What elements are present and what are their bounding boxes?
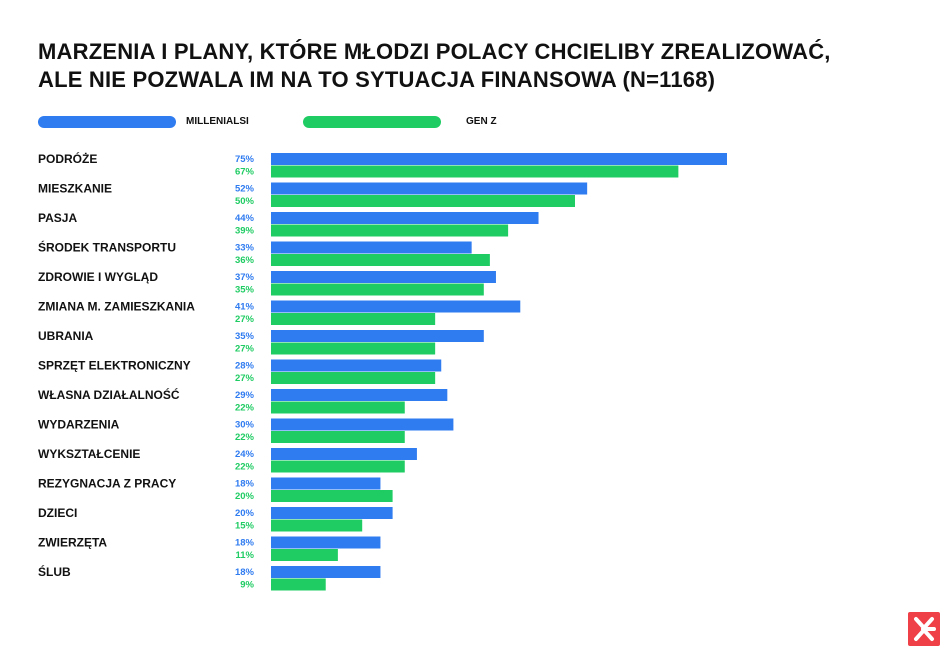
bar-genz bbox=[271, 195, 575, 207]
bar-chart: PODRÓŻE 75% 67% MIESZKANIE 52%50% PASJA 44% 39%… bbox=[38, 151, 727, 591]
category-label: REZYGNACJA Z PRACY bbox=[38, 477, 176, 491]
value-label-genz: 50% bbox=[235, 196, 255, 207]
value-label-genz: 39% bbox=[235, 226, 255, 237]
category-label: DZIECI bbox=[38, 506, 77, 520]
bar-genz bbox=[271, 283, 484, 296]
bar-genz bbox=[271, 519, 363, 532]
bar-genz bbox=[271, 342, 436, 355]
value-label-millenials: 18% bbox=[235, 479, 255, 490]
legend-swatch-millenials bbox=[38, 116, 176, 128]
bar-millenials bbox=[271, 271, 496, 283]
value-label-millenials: 20% bbox=[235, 508, 255, 519]
value-label-genz: 22% bbox=[235, 432, 255, 443]
value-label-millenials: 28% bbox=[235, 361, 255, 372]
value-label-genz: 20% bbox=[235, 491, 255, 502]
bar-millenials bbox=[271, 389, 448, 401]
legend-label-millenials: MILLENIALSI bbox=[186, 116, 249, 127]
value-label-genz: 35% bbox=[235, 285, 255, 296]
chart-title-line1: MARZENIA I PLANY, KTÓRE MŁODZI POLACY CH… bbox=[38, 39, 831, 64]
category-label: PODRÓŻE bbox=[38, 151, 97, 166]
bar-millenials bbox=[271, 536, 381, 549]
bar-genz bbox=[271, 431, 405, 443]
value-label-genz: 36% bbox=[235, 255, 255, 266]
value-label-genz: 9% bbox=[240, 580, 254, 591]
bar-genz bbox=[271, 313, 436, 325]
legend-swatch-genz bbox=[303, 116, 441, 128]
value-label-genz: 27% bbox=[235, 314, 255, 325]
value-label-millenials: 37% bbox=[235, 272, 255, 283]
category-label: ZWIERZĘTA bbox=[38, 536, 107, 550]
value-label-genz: 27% bbox=[235, 373, 255, 384]
bar-millenials bbox=[271, 507, 393, 519]
category-label: ŚRODEK TRANSPORTU bbox=[38, 240, 176, 255]
brand-logo-icon bbox=[908, 612, 940, 646]
bar-genz bbox=[271, 372, 436, 384]
bar-millenials bbox=[271, 182, 588, 195]
legend: MILLENIALSI GEN Z bbox=[0, 116, 949, 130]
bar-millenials bbox=[271, 448, 417, 460]
value-label-millenials: 35% bbox=[235, 331, 255, 342]
chart-title: MARZENIA I PLANY, KTÓRE MŁODZI POLACY CH… bbox=[38, 38, 831, 94]
bar-millenials bbox=[271, 300, 521, 313]
category-label: WŁASNA DZIAŁALNOŚĆ bbox=[38, 387, 180, 402]
category-label: PASJA bbox=[38, 211, 77, 225]
bar-genz bbox=[271, 224, 509, 237]
category-label: MIESZKANIE bbox=[38, 182, 112, 196]
bar-genz bbox=[271, 490, 393, 502]
value-label-millenials: 52% bbox=[235, 184, 255, 195]
bar-millenials bbox=[271, 418, 454, 431]
value-label-millenials: 75% bbox=[235, 154, 255, 165]
bar-genz bbox=[271, 254, 490, 266]
value-label-millenials: 44% bbox=[235, 213, 255, 224]
value-label-genz: 15% bbox=[235, 521, 255, 532]
value-label-millenials: 18% bbox=[235, 567, 255, 578]
value-label-genz: 11% bbox=[236, 550, 255, 561]
category-label: WYKSZTAŁCENIE bbox=[38, 447, 140, 461]
value-label-genz: 22% bbox=[235, 403, 255, 414]
bar-millenials bbox=[271, 477, 381, 490]
bar-genz bbox=[271, 578, 326, 591]
chart-title-line2: ALE NIE POZWALA IM NA TO SYTUACJA FINANS… bbox=[38, 67, 716, 92]
category-label: ŚLUB bbox=[38, 564, 71, 579]
legend-label-genz: GEN Z bbox=[466, 116, 497, 127]
category-label: SPRZĘT ELEKTRONICZNY bbox=[38, 359, 191, 373]
bar-millenials bbox=[271, 330, 484, 342]
value-label-millenials: 24% bbox=[235, 449, 255, 460]
value-label-genz: 27% bbox=[235, 344, 255, 355]
value-label-millenials: 29% bbox=[235, 390, 255, 401]
value-label-millenials: 33% bbox=[235, 243, 255, 254]
value-label-genz: 22% bbox=[235, 462, 255, 473]
category-label: ZMIANA M. ZAMIESZKANIA bbox=[38, 300, 195, 314]
value-label-millenials: 18% bbox=[235, 538, 255, 549]
bar-millenials bbox=[271, 212, 539, 224]
value-label-millenials: 41% bbox=[235, 302, 255, 313]
bar-millenials bbox=[271, 566, 381, 578]
category-label: ZDROWIE I WYGLĄD bbox=[38, 270, 158, 284]
bar-genz bbox=[271, 549, 338, 561]
value-label-genz: 67% bbox=[235, 167, 255, 178]
bar-genz bbox=[271, 460, 405, 473]
category-label: WYDARZENIA bbox=[38, 418, 120, 432]
bar-genz bbox=[271, 165, 679, 178]
category-label: UBRANIA bbox=[38, 329, 94, 343]
bar-genz bbox=[271, 401, 405, 414]
bar-millenials bbox=[271, 359, 442, 372]
bar-millenials bbox=[271, 241, 472, 254]
bar-millenials bbox=[271, 153, 727, 165]
value-label-millenials: 30% bbox=[235, 420, 255, 431]
